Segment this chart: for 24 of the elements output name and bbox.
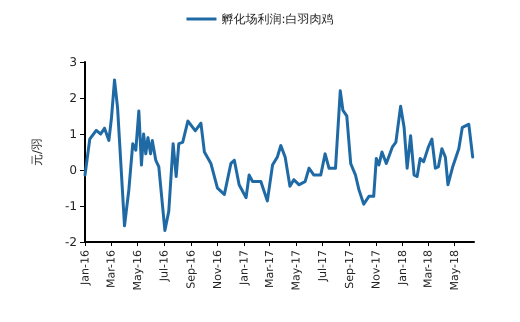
x-tick-label: Mar-16 (104, 250, 118, 288)
x-tick-label: Nov-16 (210, 250, 224, 290)
x-tick-label: Sep-16 (184, 250, 198, 289)
y-axis-title: 元/羽 (30, 138, 44, 166)
x-tick-label: May-16 (131, 250, 144, 291)
x-tick-label: Mar-18 (421, 250, 434, 288)
x-tick-label: May-17 (290, 250, 302, 291)
x-tick-label: Nov-17 (369, 250, 382, 290)
x-tick-label: Jan-18 (396, 250, 409, 286)
x-tick-label: Jan-17 (237, 250, 250, 286)
x-tick-label: Mar-17 (263, 250, 276, 288)
x-tick-label: Jul-16 (158, 250, 171, 282)
x-tick-label: Jan-16 (78, 250, 92, 286)
y-tick-label: -1 (65, 199, 77, 213)
x-tick-label: Sep-17 (342, 250, 356, 289)
y-tick-label: 2 (69, 91, 77, 105)
line-series (84, 78, 474, 232)
legend-label: 孵化场利润:白羽肉鸡 (221, 12, 334, 26)
x-tick-label: Jul-17 (316, 250, 329, 282)
y-tick-label: 0 (69, 163, 77, 177)
y-tick-label: 1 (69, 127, 77, 141)
y-tick-label: -2 (65, 235, 77, 249)
y-tick-label: 3 (69, 55, 77, 69)
x-tick-label: May-18 (448, 250, 461, 291)
